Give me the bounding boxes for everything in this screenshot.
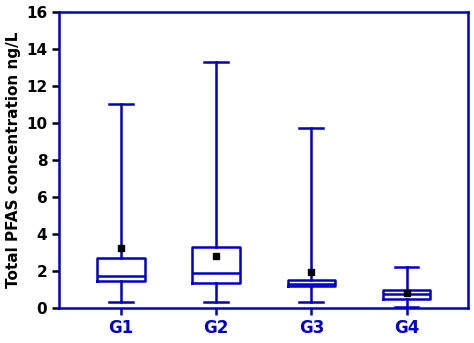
Y-axis label: Total PFAS concentration ng/L: Total PFAS concentration ng/L	[6, 32, 20, 288]
